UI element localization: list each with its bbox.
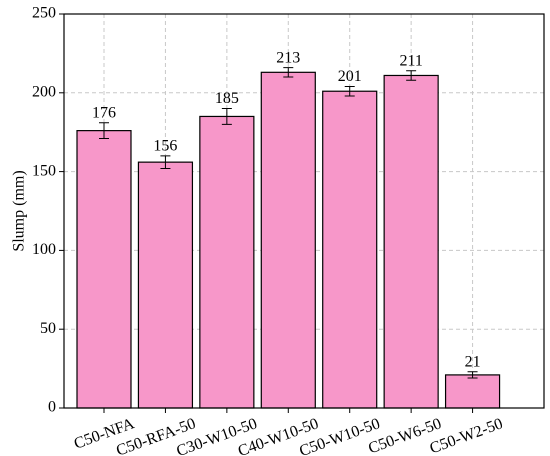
bar	[383, 74, 439, 409]
data-label: 185	[215, 90, 239, 107]
error-bar	[160, 155, 171, 169]
bar	[137, 161, 194, 409]
data-label: 21	[465, 353, 481, 370]
data-label: 213	[276, 49, 300, 66]
y-tick-label: 50	[40, 320, 56, 337]
bar	[76, 130, 132, 409]
error-bar	[283, 67, 294, 78]
y-tick-label: 250	[32, 5, 56, 22]
bar	[260, 71, 316, 409]
error-bar	[406, 70, 417, 81]
data-label: 201	[338, 68, 362, 85]
y-tick-label: 100	[32, 241, 56, 258]
error-bar	[99, 122, 109, 140]
y-tick-label: 200	[32, 83, 56, 100]
bar	[444, 374, 501, 409]
bar	[199, 115, 255, 409]
error-bar	[221, 108, 232, 125]
y-tick-label: 150	[32, 162, 56, 179]
data-label: 211	[399, 52, 422, 69]
data-label: 176	[92, 104, 116, 121]
error-bar	[344, 85, 355, 97]
plot-frame	[63, 13, 545, 409]
bar	[322, 90, 378, 409]
error-bar	[467, 371, 478, 379]
y-axis-label: Slump (mm)	[11, 170, 28, 251]
data-label: 156	[153, 138, 177, 155]
y-tick-label: 0	[48, 399, 56, 416]
